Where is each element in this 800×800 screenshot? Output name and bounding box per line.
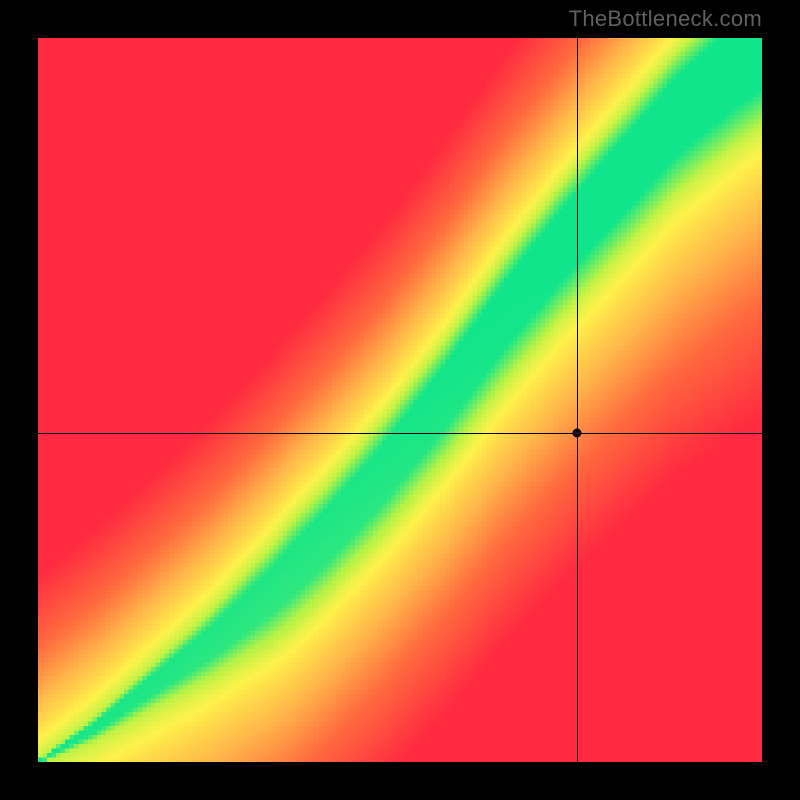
crosshair-dot — [573, 428, 582, 437]
plot-area — [38, 38, 762, 762]
watermark-text: TheBottleneck.com — [569, 6, 762, 32]
heatmap-canvas — [38, 38, 762, 762]
crosshair-vertical — [577, 38, 578, 762]
crosshair-horizontal — [38, 433, 762, 434]
